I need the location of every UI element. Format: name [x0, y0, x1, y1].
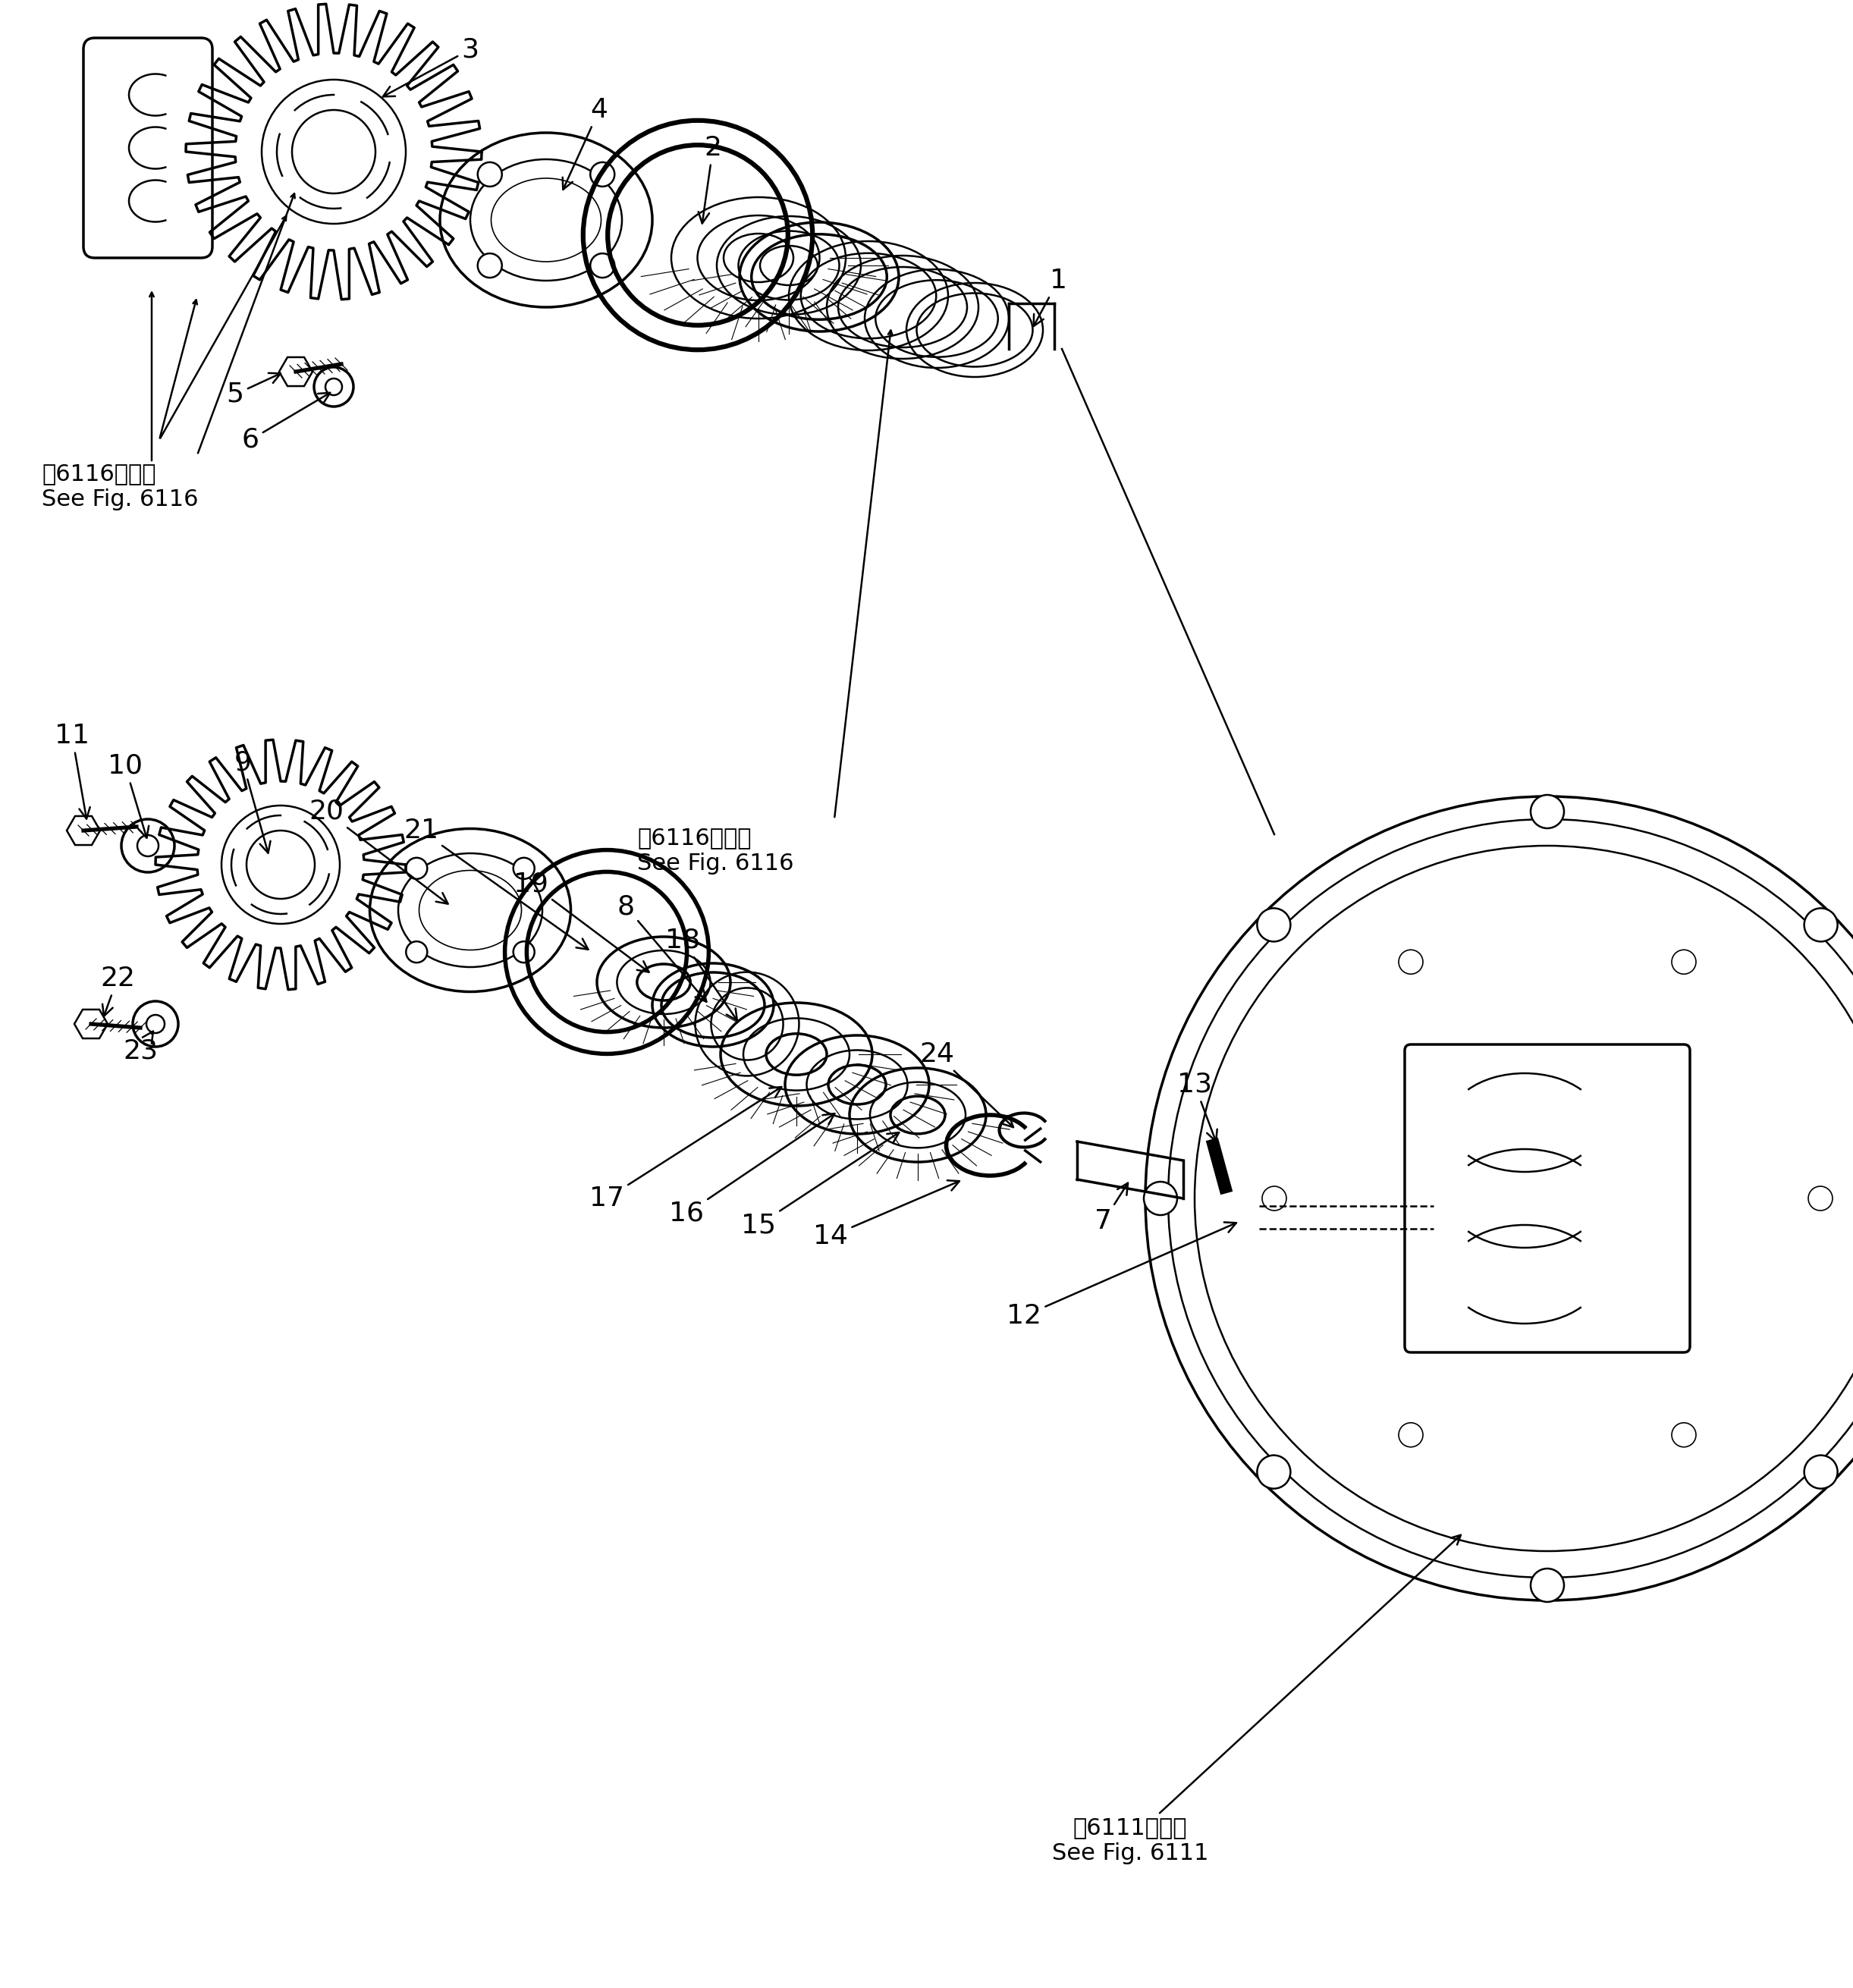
- Circle shape: [1805, 1455, 1838, 1489]
- Text: 12: 12: [1006, 1223, 1236, 1328]
- Ellipse shape: [439, 133, 652, 308]
- Text: 1: 1: [1034, 268, 1067, 326]
- Text: 11: 11: [54, 724, 91, 819]
- Ellipse shape: [1214, 1183, 1225, 1191]
- Text: 13: 13: [1177, 1072, 1217, 1141]
- Circle shape: [1143, 1181, 1177, 1215]
- Circle shape: [1256, 909, 1290, 942]
- Text: 第6111図参照
See Fig. 6111: 第6111図参照 See Fig. 6111: [1053, 1535, 1460, 1865]
- Text: 9: 9: [233, 749, 271, 853]
- Circle shape: [1805, 909, 1838, 942]
- Polygon shape: [74, 1010, 107, 1038]
- Circle shape: [1399, 950, 1423, 974]
- Circle shape: [406, 857, 428, 879]
- Text: 6: 6: [241, 394, 330, 453]
- Text: 15: 15: [741, 1133, 899, 1239]
- Text: 19: 19: [513, 871, 649, 972]
- Polygon shape: [280, 358, 313, 386]
- Text: 16: 16: [669, 1113, 834, 1227]
- Text: 8: 8: [617, 893, 706, 1002]
- Circle shape: [1531, 1569, 1564, 1602]
- Text: 第6116図参照
See Fig. 6116: 第6116図参照 See Fig. 6116: [43, 463, 198, 511]
- Text: 17: 17: [589, 1087, 782, 1211]
- Circle shape: [478, 252, 502, 278]
- Circle shape: [591, 252, 615, 278]
- Circle shape: [1256, 1455, 1290, 1489]
- Circle shape: [591, 163, 615, 187]
- Text: 第6116図参照
See Fig. 6116: 第6116図参照 See Fig. 6116: [637, 827, 793, 875]
- Ellipse shape: [371, 829, 571, 992]
- Text: 7: 7: [1095, 1183, 1128, 1235]
- Circle shape: [478, 163, 502, 187]
- Circle shape: [1531, 795, 1564, 829]
- Text: 3: 3: [384, 36, 478, 97]
- Circle shape: [1671, 950, 1695, 974]
- Circle shape: [1145, 797, 1853, 1600]
- FancyBboxPatch shape: [1405, 1044, 1690, 1352]
- Circle shape: [1399, 1423, 1423, 1447]
- Circle shape: [513, 857, 534, 879]
- Circle shape: [120, 819, 174, 873]
- Circle shape: [1262, 1187, 1286, 1211]
- Text: 20: 20: [309, 799, 448, 905]
- Circle shape: [1229, 1207, 1258, 1237]
- Text: 18: 18: [665, 928, 737, 1020]
- Text: 22: 22: [100, 966, 135, 1016]
- Text: 21: 21: [404, 817, 587, 950]
- Text: 4: 4: [563, 97, 608, 189]
- Circle shape: [513, 942, 534, 962]
- Circle shape: [406, 942, 428, 962]
- Polygon shape: [67, 817, 100, 845]
- Text: 10: 10: [107, 753, 148, 837]
- Text: 24: 24: [919, 1042, 1014, 1127]
- Text: 5: 5: [226, 374, 280, 408]
- Ellipse shape: [1171, 1161, 1195, 1199]
- Text: 23: 23: [122, 1032, 158, 1064]
- Text: 14: 14: [813, 1181, 960, 1248]
- Circle shape: [133, 1002, 178, 1048]
- Circle shape: [1809, 1187, 1833, 1211]
- FancyBboxPatch shape: [83, 38, 213, 258]
- Circle shape: [1671, 1423, 1695, 1447]
- Circle shape: [313, 368, 354, 408]
- Text: 2: 2: [699, 135, 721, 223]
